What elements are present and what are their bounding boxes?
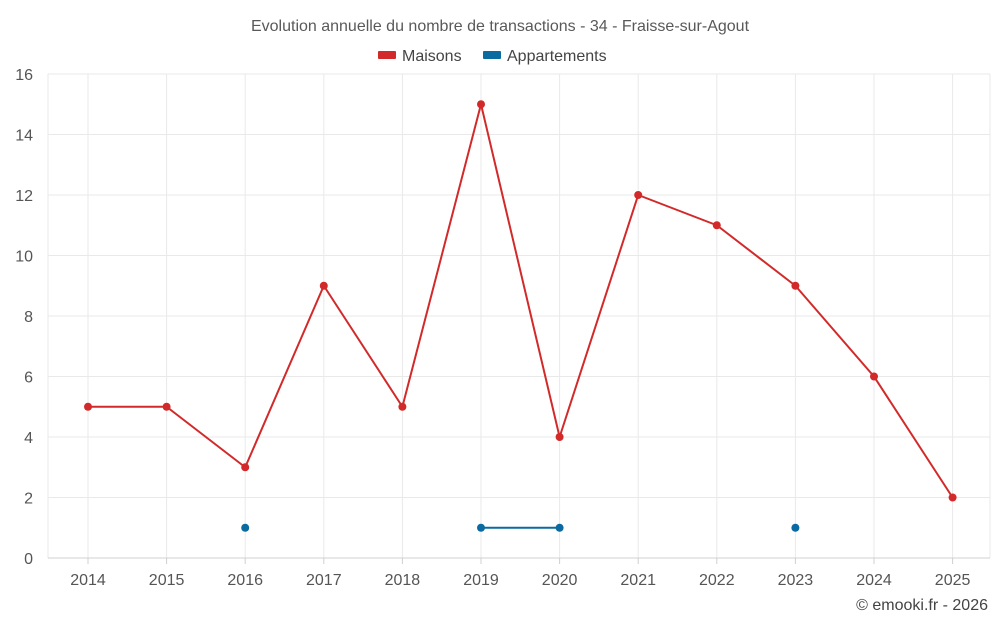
x-tick-label: 2015 (149, 572, 185, 589)
series (84, 100, 957, 532)
y-tick-label: 14 (15, 128, 33, 145)
legend-item-appartements[interactable]: Appartements (483, 48, 607, 65)
chart-title: Evolution annuelle du nombre de transact… (251, 18, 750, 35)
x-tick-label: 2025 (935, 572, 971, 589)
data-point[interactable] (555, 523, 564, 532)
y-tick-label: 8 (24, 309, 33, 326)
x-tick-label: 2021 (620, 572, 656, 589)
y-tick-label: 6 (24, 370, 33, 387)
series-maisons (84, 100, 957, 502)
data-point[interactable] (477, 100, 485, 109)
data-point[interactable] (791, 281, 800, 290)
y-tick-label: 2 (24, 491, 33, 508)
y-tick-label: 12 (15, 188, 33, 205)
data-point[interactable] (241, 463, 250, 472)
data-point[interactable] (948, 493, 957, 502)
y-tick-label: 4 (24, 430, 33, 447)
data-point[interactable] (712, 221, 721, 230)
x-tick-label: 2022 (699, 572, 735, 589)
data-point[interactable] (477, 523, 485, 532)
y-tick-label: 16 (15, 67, 33, 84)
legend-swatch (378, 51, 396, 59)
legend-swatch (483, 51, 501, 59)
data-point[interactable] (791, 523, 800, 532)
x-tick-label: 2020 (542, 572, 578, 589)
credit-label: © emooki.fr - 2026 (856, 597, 988, 614)
legend-item-maisons[interactable]: Maisons (378, 48, 462, 65)
series-line (87, 103, 954, 499)
grid (47, 73, 991, 558)
legend-label: Appartements (507, 48, 607, 65)
x-tick-label: 2017 (306, 572, 342, 589)
axes: 0 2 4 6 8 10 12 14 16 2014 2015 2016 2017 2018 2019 202… (15, 67, 990, 589)
data-point[interactable] (870, 372, 878, 381)
data-point[interactable] (398, 402, 407, 411)
data-point[interactable] (319, 281, 328, 290)
x-tick-label: 2018 (385, 572, 421, 589)
x-tick-label: 2014 (70, 572, 106, 589)
series-appartements (241, 523, 800, 532)
x-tick-label: 2016 (227, 572, 263, 589)
data-point[interactable] (241, 523, 250, 532)
x-tick-label: 2019 (463, 572, 499, 589)
data-point[interactable] (634, 191, 643, 199)
x-tick-label: 2023 (778, 572, 814, 589)
data-point[interactable] (162, 402, 171, 411)
legend-label: Maisons (402, 48, 462, 65)
y-tick-label: 0 (24, 551, 33, 568)
legend: Maisons Appartements (378, 48, 607, 65)
x-tick-label: 2024 (856, 572, 892, 589)
data-point[interactable] (555, 433, 564, 441)
data-point[interactable] (84, 402, 92, 411)
y-tick-label: 10 (15, 249, 33, 266)
